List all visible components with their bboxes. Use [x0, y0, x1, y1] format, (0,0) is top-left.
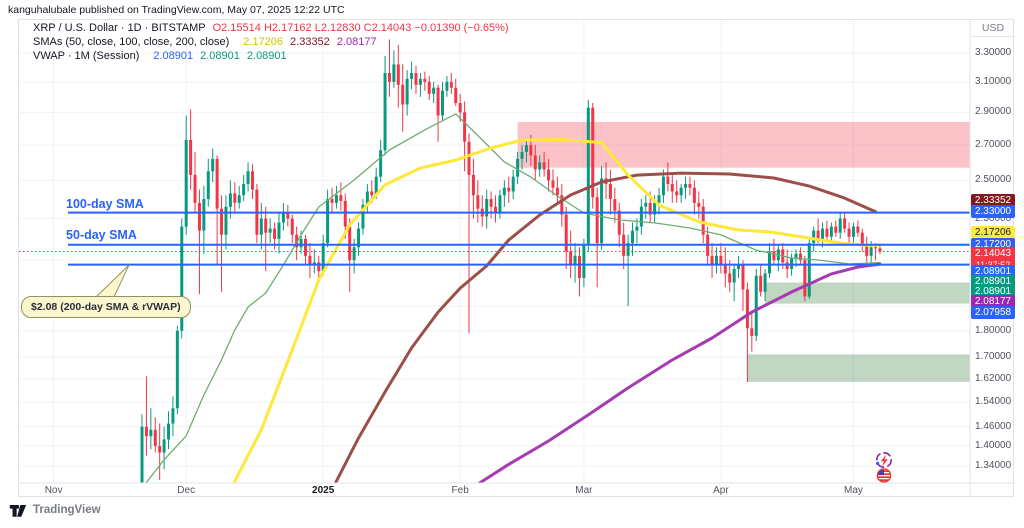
price-value-label: 2.08177: [971, 294, 1015, 308]
publish-info: kanguhalubale published on TradingView.c…: [8, 4, 345, 16]
price-tick-label: 1.34000: [975, 459, 1012, 471]
price-tick-label: 2.70000: [975, 139, 1012, 151]
horizontal-support-lines[interactable]: [68, 211, 970, 266]
price-tick-label: 3.10000: [975, 75, 1012, 87]
time-tick-label: Feb: [451, 485, 469, 496]
footer-brand: TradingView: [8, 501, 101, 518]
time-tick-label: Dec: [177, 485, 196, 496]
price-value-label: 2.33352: [971, 193, 1015, 207]
price-value-label: 2.08901: [971, 264, 1015, 278]
price-value-label: 2.07958: [971, 305, 1015, 319]
sma-values: 2.17206 2.33352 2.08177: [236, 36, 376, 48]
time-tick-label: Nov: [44, 485, 63, 496]
price-value-label: 2.08901: [971, 274, 1015, 288]
sma200-line: [476, 262, 882, 483]
sma50-line-label: 50-day SMA: [66, 228, 137, 242]
price-value-label: 2.33000: [971, 204, 1015, 218]
price-tick-label: 1.40000: [975, 439, 1012, 451]
vwap-value: 2.08901: [246, 50, 287, 62]
callout-pointer: [94, 264, 130, 298]
price-callout: $2.08 (200-day SMA & rVWAP): [21, 296, 191, 318]
price-tick-label: 2.30000: [975, 212, 1012, 224]
sma100-line-label: 100-day SMA: [66, 197, 144, 211]
price-tick-label: 1.70000: [975, 350, 1012, 362]
demand-zone: [747, 354, 970, 382]
price-tick-label: 1.46000: [975, 420, 1012, 432]
sma-value: 2.33352: [290, 36, 330, 48]
vwap-values: 2.08901 2.08901 2.08901: [146, 50, 286, 62]
price-tick-label: 1.54000: [975, 396, 1012, 408]
legend-symbol-row: XRP / U.S. Dollar · 1D · BITSTAMP O2.1551…: [33, 21, 509, 35]
price-value-label: 2.17206: [971, 225, 1015, 239]
price-tick-label: 1.80000: [975, 324, 1012, 336]
price-value-label: 2.08901: [971, 284, 1015, 298]
time-tick-label: 2025: [312, 485, 335, 496]
ohlc-values: O2.15514 H2.17162 L2.12830 C2.14043 −0.0…: [212, 22, 509, 34]
time-tick-label: Mar: [575, 485, 593, 496]
sma100-line: [333, 171, 878, 483]
price-tick-label: 2.90000: [975, 106, 1012, 118]
legend-sma-row: SMAs (50, close, 100, close, 200, close)…: [33, 35, 509, 49]
tradingview-logo-icon: [9, 504, 27, 517]
price-tick-label: 3.30000: [975, 47, 1012, 59]
sma-value: 2.08177: [336, 36, 377, 48]
price-tick-label: 1.62000: [975, 373, 1012, 385]
sma50-line: [232, 138, 882, 483]
chart-legend: XRP / U.S. Dollar · 1D · BITSTAMP O2.1551…: [33, 21, 509, 63]
overlay-lines: [145, 113, 882, 483]
demand-zone: [765, 282, 970, 304]
time-tick-label: Apr: [713, 485, 729, 496]
time-tick-label: May: [844, 485, 863, 496]
candlestick-series: [140, 39, 882, 483]
price-tick-label: 2.50000: [975, 174, 1012, 186]
brand-name: TradingView: [33, 503, 101, 516]
vwap-value: 2.08901: [153, 50, 194, 62]
supply-zone: [517, 121, 970, 168]
sma-indicator-label: SMAs (50, close, 100, close, 200, close): [33, 36, 230, 48]
legend-vwap-row: VWAP · 1M (Session) 2.08901 2.08901 2.08901: [33, 49, 509, 63]
vwap-indicator-label: VWAP · 1M (Session): [33, 50, 140, 62]
price-axis-currency: USD: [971, 20, 1015, 37]
vwap-line: [145, 113, 881, 483]
vwap-value: 2.08901: [200, 50, 240, 62]
economic-event-icon[interactable]: [875, 451, 892, 468]
us-flag-event-icon[interactable]: [876, 468, 892, 483]
symbol-title: XRP / U.S. Dollar · 1D · BITSTAMP: [33, 22, 206, 34]
sma-value: 2.17206: [243, 36, 284, 48]
